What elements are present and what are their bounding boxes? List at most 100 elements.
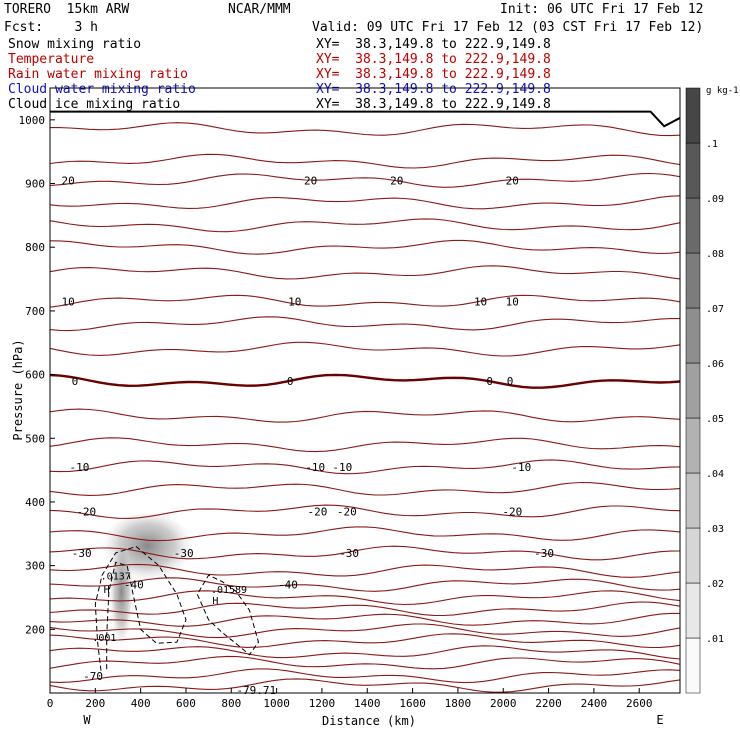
colorbar-tick-label: .06 [706,359,724,370]
colorbar-segment [685,87,701,144]
colorbar-tick-label: .08 [706,249,724,260]
temperature-contour-line [49,668,681,684]
x-tick-label: 200 [85,697,105,710]
temperature-contour-line [49,678,681,693]
temperature-contour-line [49,563,681,578]
colorbar-segment [685,307,701,364]
temperature-contour-label: 20 [62,174,75,187]
temperature-contour-line [49,265,681,280]
organization: NCAR/MMM [228,2,291,17]
temperature-contour-line [49,655,681,670]
temperature-contour-label: -20 [502,506,522,519]
temperature-contour-line [49,481,681,496]
x-end-label-east: E [656,713,663,727]
x-tick-label: 400 [131,697,151,710]
temperature-contour-label: -10 [332,461,352,474]
temperature-contour-label: 20 [506,174,519,187]
colorbar-tick-label: .01 [706,634,724,645]
init-time: Init: 06 UTC Fri 17 Feb 12 [500,2,704,17]
x-tick-label: 2600 [626,697,653,710]
temperature-contour-label: -10 [511,461,531,474]
x-tick-label: 1800 [445,697,472,710]
colorbar-tick-label: .02 [706,579,724,590]
temperature-contour-label: 0 [287,375,294,388]
temperature-contour-line [49,341,681,357]
temperature-contour-label: -79.71 [236,684,276,697]
y-tick-label: 1000 [19,114,46,127]
colorbar: .01 .02 .03 .04 .05 .06 .07 .08 .09 .1 [685,87,724,694]
forecast-hour: Fcst: 3 h [4,20,98,35]
colorbar-tick-label: .07 [706,304,724,315]
temperature-contour-line [49,545,681,561]
x-tick-label: 1400 [354,697,381,710]
y-tick-label: 900 [25,178,45,191]
y-tick-label: 300 [25,560,45,573]
field-temperature-name: Temperature [8,52,95,67]
y-tick-label: 600 [25,369,45,382]
temperature-contour-line [49,645,681,660]
terrain-surface [50,110,681,128]
snow-shading [101,513,194,653]
x-tick-label: 600 [176,697,196,710]
temperature-contours: -79.71 -70 -40 -40 -30 -30 -30 -30 -20 -20 -20 -20 -… [49,122,681,697]
colorbar-segment [685,637,701,694]
temperature-contour-line [49,316,680,332]
cloud-ice-contour-west [94,545,187,671]
temperature-contour-line [49,459,681,475]
cloud-ice-label: H [212,596,218,607]
temperature-contour-line [49,590,681,606]
temperature-contour-label: 10 [474,295,487,308]
temperature-contour-line [49,408,681,423]
temperature-contour-label: -20 [76,506,96,519]
temperature-contour-line [49,612,680,627]
y-tick-label: 700 [25,305,45,318]
x-axis-label: Distance (km) [322,714,416,728]
colorbar-segment [685,472,701,529]
colorbar-tick-label: .1 [706,139,718,150]
cloud-ice-label: .0137 [101,572,131,583]
temperature-contour-line [49,373,681,389]
y-axis-label: Pressure (hPa) [11,339,25,440]
x-tick-label: 1000 [263,697,290,710]
colorbar-segment [685,252,701,309]
field-cloud-ice-xy: XY= 38.3,149.8 to 222.9,149.8 [316,97,551,112]
x-tick-label: 2200 [535,697,562,710]
temperature-contour-line [49,239,681,255]
temperature-contour-line [49,172,681,188]
y-tick-label: 200 [25,623,45,636]
cloud-ice-label: H [104,585,110,596]
field-rain-xy: XY= 38.3,149.8 to 222.9,149.8 [316,67,551,82]
temperature-contour-line [49,601,681,617]
temperature-contour-label: 10 [288,295,301,308]
colorbar-tick-label: .09 [706,194,724,205]
temperature-contour-line [49,294,681,308]
temperature-contour-line [49,577,681,592]
colorbar-segment [685,582,701,639]
x-tick-label: 0 [47,697,54,710]
colorbar-tick-label: .04 [706,469,724,480]
colorbar-segment [685,362,701,419]
field-snow-name: Snow mixing ratio [8,37,142,52]
temperature-contour-label: -20 [307,506,327,519]
cloud-ice-label: .001 [92,633,116,644]
colorbar-tick-label: .05 [706,414,724,425]
colorbar-unit: g kg-1 [706,86,739,96]
x-tick-label: 1600 [399,697,426,710]
field-cloud-water-xy: XY= 38.3,149.8 to 222.9,149.8 [316,82,551,97]
temperature-contour-label: -10 [305,461,325,474]
cloud-ice-label: .01589 [211,585,247,596]
temperature-contour-label: 0 [486,375,493,388]
temperature-contour-label: -20 [337,506,357,519]
model-name: TORERO 15km ARW [4,2,130,17]
valid-time: Valid: 09 UTC Fri 17 Feb 12 (03 CST Fri … [312,20,704,35]
temperature-contour-line [49,218,681,233]
temperature-contour-label: -30 [72,547,92,560]
temperature-contour-line [49,437,681,453]
temperature-contour-line [49,623,681,639]
cloud-ice-contour-east [196,574,260,656]
snow-fallstreak-shade [109,542,134,653]
temperature-contour-line [49,526,681,542]
temperature-contour-label: 10 [506,295,519,308]
colorbar-segment [685,142,701,199]
